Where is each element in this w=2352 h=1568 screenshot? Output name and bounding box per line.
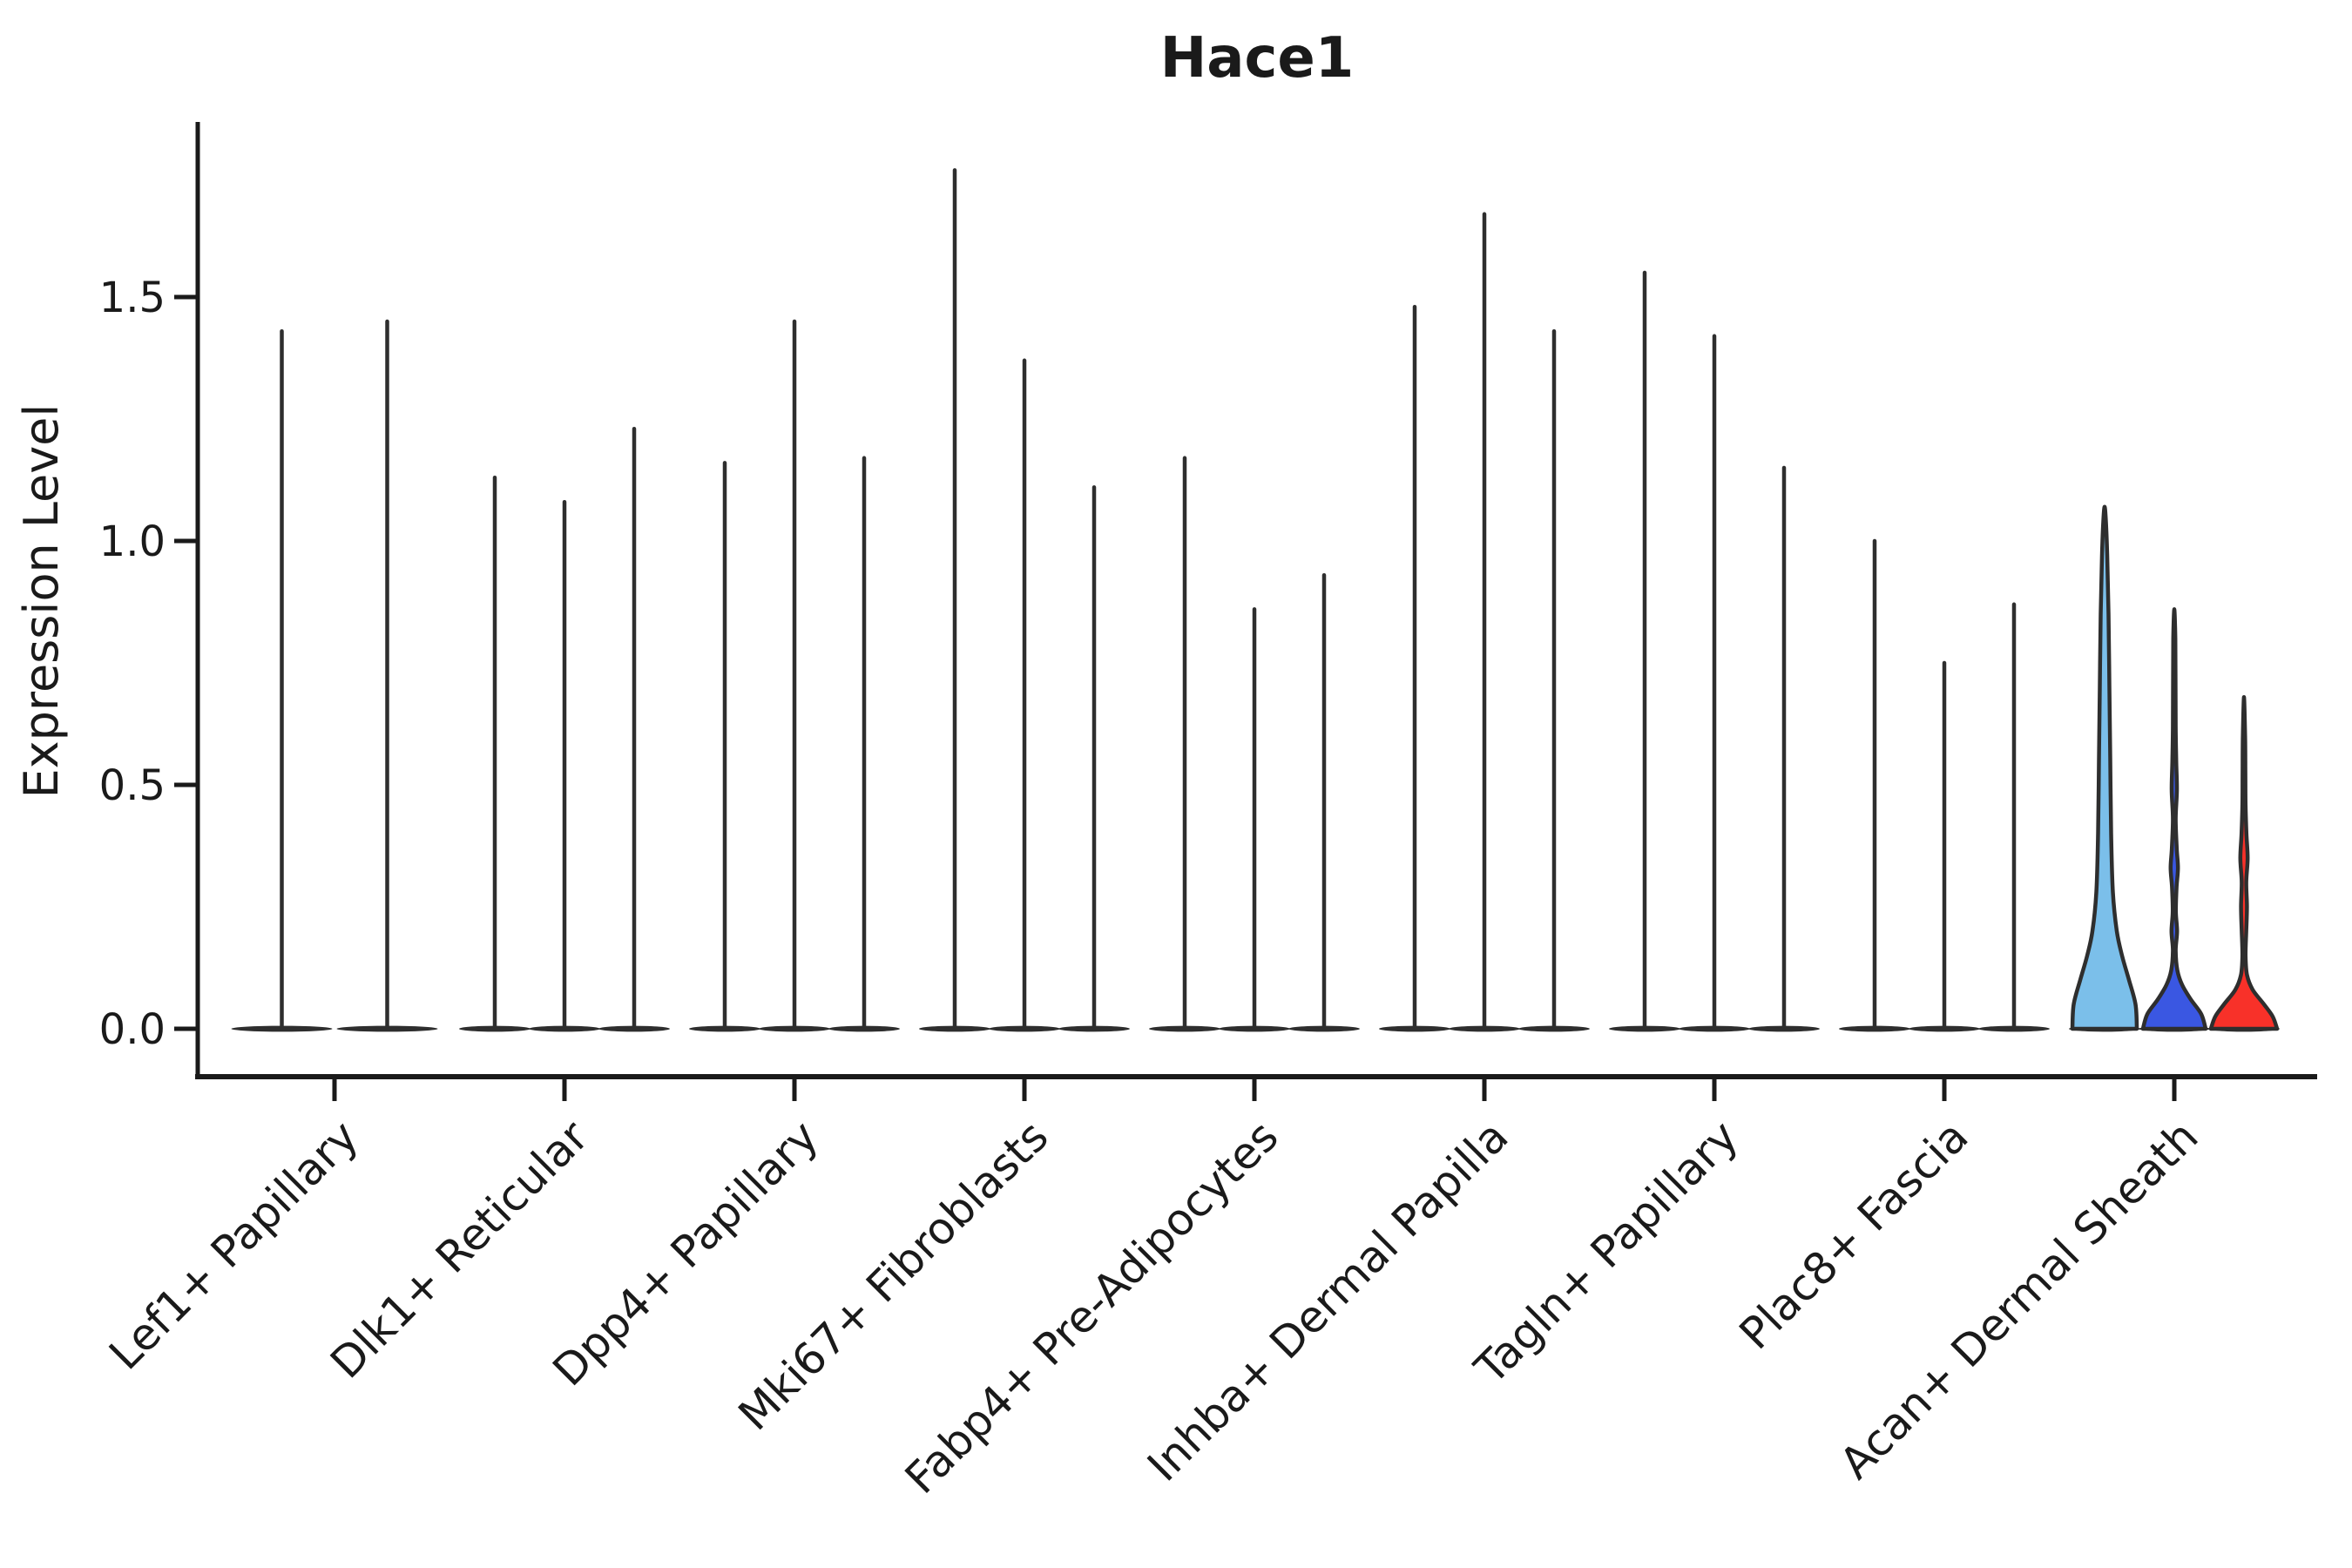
violins xyxy=(231,168,2280,1032)
y-tick-label: 1.0 xyxy=(99,517,166,566)
x-tick-label: Fabp4+ Pre-Adipocytes xyxy=(896,1111,1288,1504)
y-tick-labels: 0.0 0.5 1.0 1.5 xyxy=(99,274,198,1054)
violin-red xyxy=(2208,694,2280,1031)
y-axis-label: Expression Level xyxy=(14,404,69,799)
y-tick-label: 0.5 xyxy=(99,761,166,810)
violin-blue xyxy=(2140,607,2208,1031)
violin-skyblue xyxy=(2070,504,2139,1031)
y-tick-label: 1.5 xyxy=(99,274,166,322)
chart-title: Hace1 xyxy=(1160,26,1355,91)
x-tick-label: Plac8+ Fascia xyxy=(1730,1111,1978,1359)
y-tick-label: 0.0 xyxy=(99,1005,166,1054)
x-tick-label: Lef1+ Papillary xyxy=(99,1111,368,1379)
